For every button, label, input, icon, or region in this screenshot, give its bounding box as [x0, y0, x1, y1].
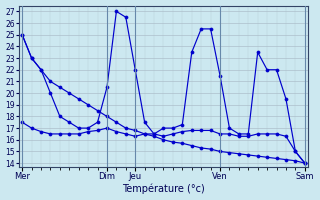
X-axis label: Température (°c): Température (°c): [122, 184, 205, 194]
